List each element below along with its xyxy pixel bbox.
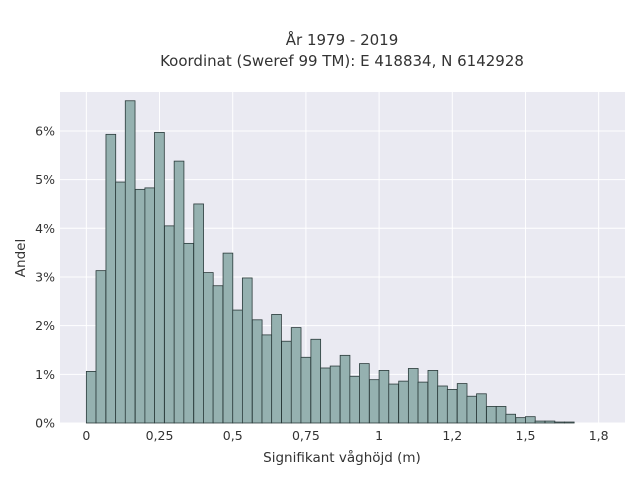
histogram-bar bbox=[290, 327, 302, 424]
histogram-bar bbox=[320, 367, 331, 424]
histogram-bar bbox=[105, 133, 117, 424]
histogram-bar bbox=[232, 309, 243, 424]
x-tick-label: 0,25 bbox=[146, 428, 174, 443]
histogram-bar bbox=[134, 188, 146, 424]
histogram-bar bbox=[486, 406, 497, 424]
x-axis-ticks: 0 0,25 0,5 0,75 1 1,2 1,5 1,8 bbox=[82, 428, 608, 443]
x-tick-label: 1 bbox=[375, 428, 383, 443]
histogram-bar bbox=[85, 371, 97, 424]
histogram-bar bbox=[554, 421, 565, 424]
histogram-bar bbox=[300, 356, 312, 424]
histogram-bar bbox=[407, 368, 419, 424]
histogram-bar bbox=[388, 383, 399, 424]
x-axis-label: Signifikant våghöjd (m) bbox=[263, 449, 421, 466]
histogram-bar bbox=[349, 375, 360, 424]
histogram-bar bbox=[154, 132, 165, 424]
histogram-bar bbox=[378, 370, 390, 424]
histogram-bar bbox=[222, 252, 234, 424]
histogram-bar bbox=[310, 338, 322, 424]
y-axis-label: Andel bbox=[13, 239, 29, 277]
histogram-bar bbox=[369, 379, 380, 424]
histogram-bar bbox=[544, 420, 556, 424]
histogram-bar bbox=[495, 406, 507, 424]
y-tick-label: 6% bbox=[35, 123, 55, 138]
histogram-bar bbox=[115, 181, 126, 424]
y-tick-label: 0% bbox=[35, 416, 55, 431]
histogram-bar bbox=[261, 334, 273, 424]
histogram-bar bbox=[241, 277, 253, 424]
chart-title-line-1: År 1979 - 2019 bbox=[286, 30, 399, 49]
y-tick-label: 3% bbox=[35, 269, 55, 284]
histogram-bar bbox=[456, 383, 468, 424]
histogram-bar bbox=[173, 160, 185, 424]
histogram-bar bbox=[564, 421, 575, 424]
histogram-bars bbox=[85, 100, 575, 424]
histogram-bar bbox=[427, 370, 439, 424]
histogram-bar bbox=[271, 314, 282, 424]
histogram-bar bbox=[466, 395, 478, 424]
y-tick-label: 5% bbox=[35, 172, 55, 187]
histogram-bar bbox=[193, 203, 204, 424]
chart-title-line-2: Koordinat (Sweref 99 TM): E 418834, N 61… bbox=[160, 52, 524, 70]
x-tick-label: 0,75 bbox=[292, 428, 320, 443]
histogram-bar bbox=[251, 319, 263, 424]
histogram-bar bbox=[95, 270, 107, 424]
histogram-bar bbox=[525, 416, 536, 424]
histogram-bar bbox=[144, 187, 156, 424]
histogram-bar bbox=[164, 225, 175, 424]
histogram-bar bbox=[339, 354, 351, 424]
histogram-bar bbox=[183, 242, 194, 424]
x-tick-label: 1,8 bbox=[589, 428, 609, 443]
y-tick-label: 4% bbox=[35, 221, 55, 236]
y-tick-label: 1% bbox=[35, 367, 55, 382]
histogram-bar bbox=[329, 365, 341, 424]
x-tick-label: 1,5 bbox=[516, 428, 536, 443]
histogram-bar bbox=[398, 380, 409, 424]
histogram-bar bbox=[212, 285, 224, 424]
histogram-bar bbox=[505, 413, 517, 424]
x-tick-label: 1,2 bbox=[442, 428, 462, 443]
y-axis-ticks: 0% 1% 2% 3% 4% 5% 6% bbox=[35, 123, 55, 430]
histogram-bar bbox=[124, 100, 136, 424]
x-tick-label: 0 bbox=[82, 428, 90, 443]
histogram-bar bbox=[534, 420, 546, 424]
histogram-bar bbox=[476, 393, 487, 424]
histogram-bar bbox=[437, 385, 448, 424]
histogram-bar bbox=[417, 381, 429, 424]
histogram-bar bbox=[446, 389, 458, 424]
y-tick-label: 2% bbox=[35, 318, 55, 333]
x-tick-label: 0,5 bbox=[223, 428, 243, 443]
histogram-bar bbox=[203, 272, 214, 424]
histogram-bar bbox=[515, 417, 526, 424]
histogram-bar bbox=[359, 363, 370, 424]
histogram-bar bbox=[281, 340, 292, 424]
